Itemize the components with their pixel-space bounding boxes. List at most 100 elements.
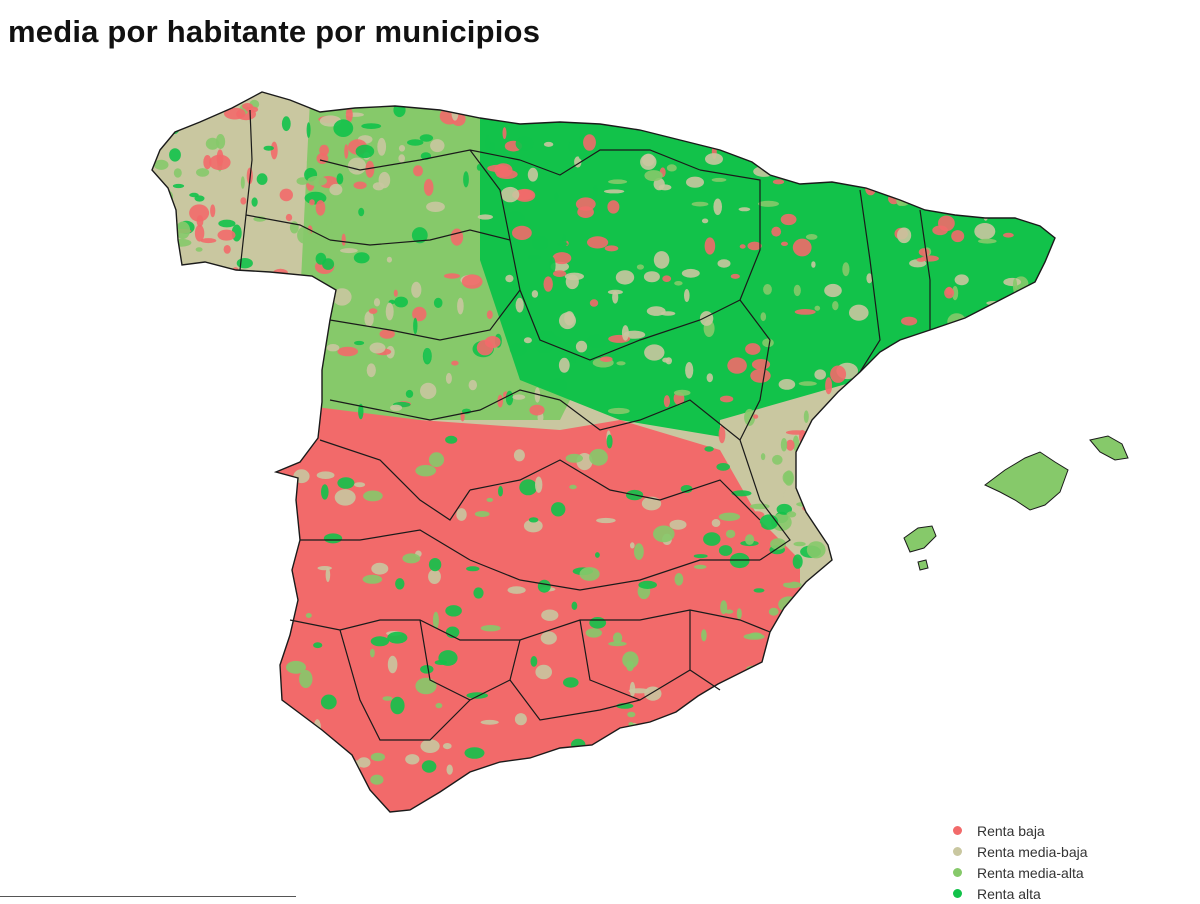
- municipality-patch: [326, 785, 344, 793]
- municipality-patch: [803, 410, 809, 424]
- municipality-patch: [337, 346, 359, 357]
- island-menorca: [1089, 435, 1129, 461]
- municipality-patch: [313, 719, 321, 736]
- municipality-patch: [513, 111, 523, 118]
- municipality-patch: [903, 142, 925, 159]
- border-central-ns: [519, 289, 741, 361]
- municipality-patch: [484, 135, 491, 151]
- municipality-patch: [706, 373, 713, 383]
- municipality-patch: [718, 425, 726, 444]
- municipality-patch: [607, 407, 630, 415]
- municipality-patch: [589, 299, 599, 307]
- municipality-patch: [501, 109, 506, 116]
- municipality-patch: [612, 291, 619, 304]
- municipality-patch: [305, 613, 312, 618]
- municipality-patch: [236, 258, 253, 269]
- municipality-patch: [771, 226, 782, 237]
- municipality-patch: [407, 139, 424, 146]
- municipality-patch: [711, 519, 721, 527]
- municipality-patch: [169, 148, 181, 162]
- municipality-patch: [371, 562, 389, 575]
- legend-dot-icon: [953, 889, 962, 898]
- municipality-patch: [776, 567, 798, 583]
- municipality-patch: [578, 153, 589, 161]
- municipality-patch: [443, 743, 452, 750]
- municipality-patch: [415, 465, 437, 477]
- municipality-patch: [575, 340, 588, 353]
- municipality-patch: [320, 694, 337, 710]
- municipality-patch: [549, 256, 556, 274]
- municipality-patch: [450, 228, 464, 246]
- municipality-patch: [281, 538, 288, 555]
- municipality-patch: [1022, 319, 1028, 324]
- municipality-patch: [971, 170, 979, 186]
- municipality-patch: [357, 757, 371, 768]
- municipality-patch: [369, 342, 386, 354]
- municipality-patch: [800, 145, 808, 152]
- municipality-patch: [725, 529, 736, 539]
- municipality-patch: [529, 404, 545, 416]
- municipality-patch: [653, 251, 670, 269]
- municipality-patch: [571, 111, 591, 130]
- municipality-patch: [523, 519, 543, 533]
- municipality-patch: [935, 371, 955, 387]
- municipality-patch: [169, 101, 181, 116]
- municipality-patch: [552, 252, 572, 265]
- municipality-patch: [559, 312, 576, 330]
- municipality-patch: [386, 256, 392, 263]
- municipality-patch: [653, 525, 675, 543]
- municipality-patch: [390, 404, 403, 411]
- border-madrid: [559, 399, 741, 441]
- municipality-patch: [344, 144, 349, 159]
- municipality-patch: [486, 310, 493, 320]
- border-leon: [329, 229, 511, 246]
- municipality-patch: [745, 126, 751, 144]
- legend-dot-icon: [953, 826, 962, 835]
- municipality-patch: [592, 184, 598, 200]
- municipality-patch: [644, 170, 663, 182]
- municipality-patch: [897, 227, 912, 244]
- municipality-patch: [372, 182, 385, 191]
- municipality-patch: [1040, 378, 1052, 392]
- municipality-patch: [646, 306, 666, 316]
- municipality-patch: [718, 512, 741, 521]
- municipality-patch: [473, 587, 484, 599]
- municipality-patch: [370, 774, 384, 785]
- municipality-patch: [733, 135, 750, 143]
- legend-item-renta-media-alta: Renta media-alta: [953, 862, 1088, 883]
- municipality-patch: [203, 155, 212, 170]
- municipality-patch: [445, 372, 452, 384]
- municipality-patch: [562, 233, 567, 250]
- municipality-patch: [956, 135, 974, 142]
- municipality-patch: [613, 632, 623, 644]
- municipality-patch: [793, 541, 806, 547]
- municipality-patch: [456, 791, 475, 801]
- municipality-patch: [666, 164, 677, 172]
- municipality-patch: [281, 116, 291, 132]
- municipality-patch: [604, 245, 619, 252]
- municipality-patch: [200, 238, 217, 244]
- municipality-patch: [531, 290, 539, 298]
- municipality-patch: [615, 270, 635, 285]
- municipality-patch: [370, 752, 385, 762]
- municipality-patch: [730, 273, 740, 279]
- municipality-patch: [586, 334, 607, 349]
- municipality-patch: [711, 177, 727, 182]
- municipality-patch: [836, 410, 841, 428]
- municipality-patch: [810, 153, 815, 169]
- municipality-patch: [727, 357, 747, 374]
- municipality-patch: [315, 241, 327, 248]
- municipality-patch: [564, 272, 585, 281]
- municipality-patch: [317, 566, 332, 571]
- municipality-patch: [189, 204, 210, 222]
- municipality-patch: [736, 608, 742, 620]
- municipality-patch: [420, 665, 434, 674]
- municipality-patch: [701, 629, 707, 642]
- island-formentera: [917, 559, 929, 571]
- border-aragon-west: [739, 299, 771, 441]
- municipality-patch: [724, 781, 731, 797]
- municipality-patch: [823, 582, 830, 597]
- municipality-patch: [835, 423, 842, 441]
- municipality-patch: [585, 628, 602, 638]
- legend: Renta baja Renta media-baja Renta media-…: [953, 820, 1088, 904]
